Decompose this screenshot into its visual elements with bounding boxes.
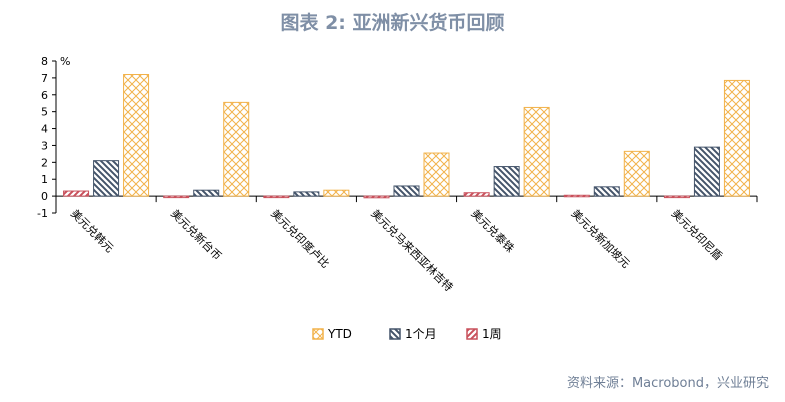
bar-1个月-美元兑马来西亚林吉特: [393, 185, 420, 197]
legend-label-YTD: YTD: [327, 327, 352, 341]
y-tick-label: 1: [41, 173, 48, 186]
x-tick-label: 美元兑新台币: [168, 206, 225, 263]
legend-swatch-1个月: [389, 328, 401, 340]
bar-1周-美元兑马来西亚林吉特: [363, 195, 390, 199]
x-tick-label: 美元兑韩元: [68, 206, 117, 255]
bar-YTD-美元兑韩元: [123, 74, 150, 197]
x-tick-label: 美元兑印度卢比: [268, 206, 332, 270]
y-tick-label: -1: [37, 207, 48, 220]
y-tick-label: 7: [41, 72, 48, 85]
y-tick-label: 2: [41, 156, 48, 169]
legend-label-1周: 1周: [482, 327, 502, 341]
y-tick-label: 5: [41, 106, 48, 119]
bar-1个月-美元兑印尼盾: [693, 146, 720, 197]
bar-YTD-美元兑印尼盾: [723, 79, 750, 197]
source-note: 资料来源：Macrobond，兴业研究: [566, 376, 769, 391]
bar-1个月-美元兑泰铢: [493, 166, 520, 197]
bar-1周-美元兑印尼盾: [663, 195, 690, 199]
bar-1个月-美元兑新台币: [193, 189, 220, 197]
x-tick-label: 美元兑新加坡元: [569, 206, 633, 270]
x-tick-label: 美元兑马来西亚林吉特: [368, 206, 456, 294]
y-tick-label: 0: [41, 190, 48, 203]
bar-YTD-美元兑泰铢: [523, 106, 550, 197]
bar-chart: -1 0 1 2 3 4 5 6 7 8% 美元兑韩元 美元兑新台币 美元兑印度卢比 美元兑马来西亚林吉…: [37, 55, 758, 341]
legend-label-1个月: 1个月: [405, 327, 437, 341]
bar-1个月-美元兑印度卢比: [293, 191, 320, 197]
bar-YTD-美元兑马来西亚林吉特: [423, 152, 450, 197]
bar-1周-美元兑印度卢比: [263, 195, 290, 199]
y-unit-label: %: [60, 55, 70, 68]
chart-title: 图表 2: 亚洲新兴货币回顾: [280, 12, 505, 34]
y-tick-label: 8: [41, 55, 48, 68]
bar-YTD-美元兑印度卢比: [323, 189, 350, 197]
y-tick-label: 6: [41, 89, 48, 102]
y-tick-label: 4: [41, 123, 48, 136]
y-tick-label: 3: [41, 139, 48, 152]
bar-YTD-美元兑新加坡元: [623, 150, 650, 197]
bar-1周-美元兑韩元: [63, 190, 90, 197]
bar-1个月-美元兑新加坡元: [593, 186, 620, 197]
bar-1周-美元兑泰铢: [463, 192, 490, 197]
x-tick-label: 美元兑印尼盾: [669, 206, 726, 263]
bar-YTD-美元兑新台币: [223, 101, 250, 197]
legend-swatch-YTD: [312, 328, 324, 340]
x-tick-label: 美元兑泰铢: [469, 206, 518, 255]
bar-1周-美元兑新台币: [163, 195, 190, 199]
bar-1周-美元兑新加坡元: [563, 194, 590, 198]
legend-swatch-1周: [466, 328, 478, 340]
bar-1个月-美元兑韩元: [93, 160, 120, 197]
